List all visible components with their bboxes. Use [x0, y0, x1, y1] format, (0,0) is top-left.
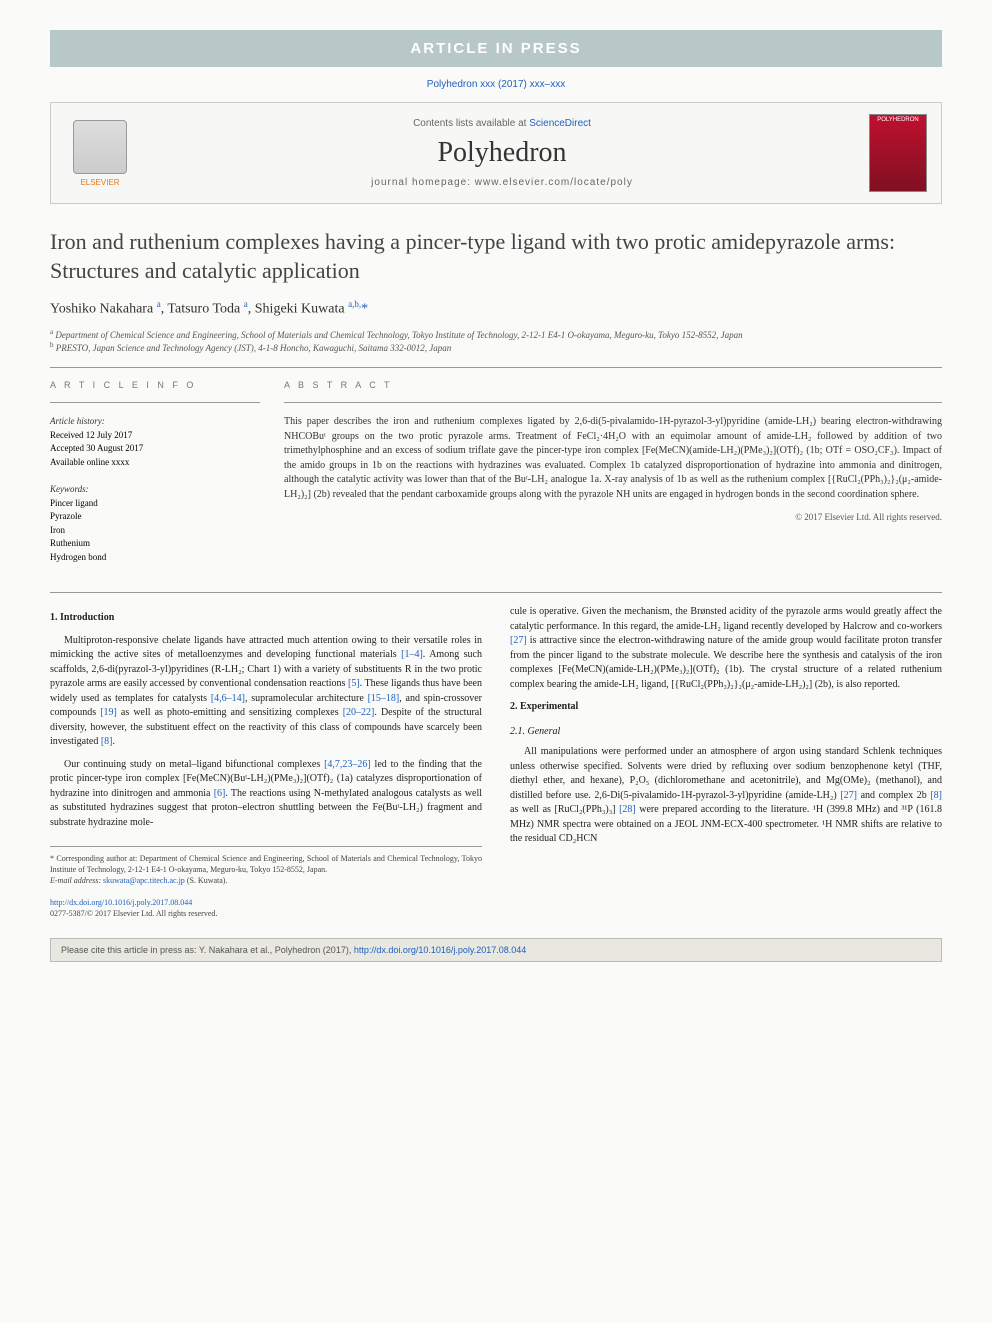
- citation-line: Polyhedron xxx (2017) xxx–xxx: [50, 79, 942, 90]
- separator: [50, 402, 260, 403]
- intro-paragraph-1: Multiproton-responsive chelate ligands h…: [50, 634, 482, 750]
- article-info-column: A R T I C L E I N F O Article history: R…: [50, 380, 260, 564]
- keyword: Pincer ligand: [50, 498, 98, 508]
- journal-name: Polyhedron: [135, 137, 869, 169]
- keywords-label: Keywords:: [50, 484, 89, 494]
- affiliation-b: PRESTO, Japan Science and Technology Age…: [56, 343, 452, 353]
- cite-prefix: Please cite this article in press as: Y.…: [61, 945, 354, 955]
- sciencedirect-link[interactable]: ScienceDirect: [529, 118, 591, 129]
- right-column: cule is operative. Given the mechanism, …: [510, 605, 942, 920]
- received-date: Received 12 July 2017: [50, 430, 132, 440]
- cite-footer: Please cite this article in press as: Y.…: [50, 938, 942, 962]
- separator: [284, 402, 942, 403]
- experimental-paragraph-1: All manipulations were performed under a…: [510, 745, 942, 847]
- history-label: Article history:: [50, 416, 105, 426]
- keywords-block: Keywords: Pincer ligand Pyrazole Iron Ru…: [50, 483, 260, 564]
- article-history: Article history: Received 12 July 2017 A…: [50, 415, 260, 469]
- affiliation-a: Department of Chemical Science and Engin…: [55, 330, 742, 340]
- email-suffix: (S. Kuwata).: [185, 876, 228, 885]
- affiliations: a Department of Chemical Science and Eng…: [50, 328, 942, 355]
- abstract-column: A B S T R A C T This paper describes the…: [284, 380, 942, 564]
- section-heading-intro: 1. Introduction: [50, 611, 482, 626]
- homepage-line: journal homepage: www.elsevier.com/locat…: [135, 177, 869, 188]
- homepage-prefix: journal homepage:: [371, 177, 475, 188]
- elsevier-logo[interactable]: ELSEVIER: [65, 113, 135, 193]
- keyword: Ruthenium: [50, 538, 90, 548]
- journal-cover-thumbnail[interactable]: POLYHEDRON: [869, 114, 927, 192]
- article-title: Iron and ruthenium complexes having a pi…: [50, 228, 942, 285]
- elsevier-tree-icon: [73, 120, 127, 174]
- author-list: Yoshiko Nakahara a, Tatsuro Toda a, Shig…: [50, 299, 942, 318]
- cover-label: POLYHEDRON: [877, 117, 919, 123]
- available-date: Available online xxxx: [50, 457, 129, 467]
- intro-continuation: cule is operative. Given the mechanism, …: [510, 605, 942, 692]
- issn-copyright: 0277-5387/© 2017 Elsevier Ltd. All right…: [50, 909, 217, 918]
- contents-prefix: Contents lists available at: [413, 118, 529, 129]
- body-columns: 1. Introduction Multiproton-responsive c…: [50, 605, 942, 920]
- journal-header: ELSEVIER Contents lists available at Sci…: [50, 102, 942, 204]
- email-label: E-mail address:: [50, 876, 103, 885]
- homepage-url[interactable]: www.elsevier.com/locate/poly: [475, 177, 633, 188]
- separator: [50, 367, 942, 368]
- abstract-text: This paper describes the iron and ruthen…: [284, 415, 942, 502]
- keyword: Hydrogen bond: [50, 552, 106, 562]
- header-center: Contents lists available at ScienceDirec…: [135, 118, 869, 188]
- footnote-block: * Corresponding author at: Department of…: [50, 846, 482, 887]
- keyword: Pyrazole: [50, 511, 82, 521]
- page-container: ARTICLE IN PRESS Polyhedron xxx (2017) x…: [0, 0, 992, 1323]
- intro-paragraph-2: Our continuing study on metal–ligand bif…: [50, 758, 482, 831]
- separator: [50, 592, 942, 593]
- doi-block: http://dx.doi.org/10.1016/j.poly.2017.08…: [50, 897, 482, 920]
- accepted-date: Accepted 30 August 2017: [50, 443, 143, 453]
- cite-doi-link[interactable]: http://dx.doi.org/10.1016/j.poly.2017.08…: [354, 945, 526, 955]
- doi-link[interactable]: http://dx.doi.org/10.1016/j.poly.2017.08…: [50, 898, 192, 907]
- corresponding-author-note: * Corresponding author at: Department of…: [50, 853, 482, 875]
- left-column: 1. Introduction Multiproton-responsive c…: [50, 605, 482, 920]
- contents-line: Contents lists available at ScienceDirec…: [135, 118, 869, 129]
- copyright-line: © 2017 Elsevier Ltd. All rights reserved…: [284, 512, 942, 522]
- section-heading-experimental: 2. Experimental: [510, 700, 942, 715]
- article-in-press-banner: ARTICLE IN PRESS: [50, 30, 942, 67]
- article-info-heading: A R T I C L E I N F O: [50, 380, 260, 390]
- info-abstract-row: A R T I C L E I N F O Article history: R…: [50, 380, 942, 564]
- keyword: Iron: [50, 525, 65, 535]
- abstract-heading: A B S T R A C T: [284, 380, 942, 390]
- author-email-link[interactable]: skuwata@apc.titech.ac.jp: [103, 876, 185, 885]
- subsection-heading-general: 2.1. General: [510, 725, 942, 740]
- elsevier-label: ELSEVIER: [80, 178, 119, 187]
